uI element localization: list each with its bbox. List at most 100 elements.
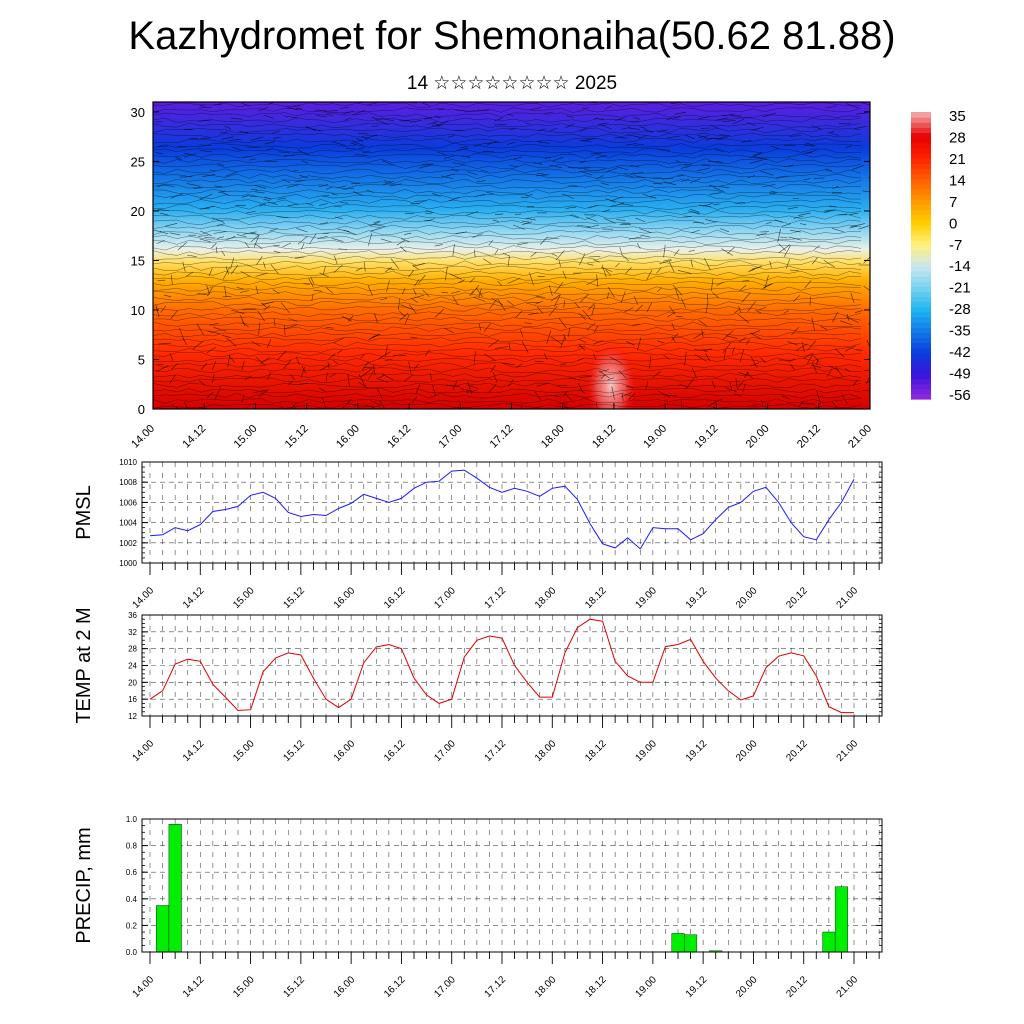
x-tick-label: 18.12 bbox=[583, 738, 609, 764]
wind-barb bbox=[628, 392, 636, 400]
wind-barb bbox=[705, 302, 709, 314]
wind-barb bbox=[170, 275, 173, 285]
colorbar-swatch bbox=[911, 132, 931, 139]
wind-barb bbox=[160, 305, 167, 313]
colorbar-swatch bbox=[911, 296, 931, 303]
wind-barb bbox=[827, 131, 835, 134]
wind-barb bbox=[466, 211, 479, 216]
wind-barb bbox=[197, 293, 209, 296]
wind-barb bbox=[551, 253, 558, 257]
wind-barb bbox=[789, 363, 796, 371]
wind-barb bbox=[257, 106, 269, 112]
wind-barb bbox=[760, 357, 766, 363]
wind-barb bbox=[713, 138, 724, 140]
wind-barb bbox=[286, 106, 298, 111]
wind-barb bbox=[507, 255, 510, 267]
wind-barb bbox=[741, 140, 752, 143]
wind-barb bbox=[318, 184, 329, 188]
wind-barb bbox=[749, 266, 762, 271]
wind-barb bbox=[241, 321, 249, 328]
wind-barb bbox=[516, 363, 523, 369]
wind-barb bbox=[653, 183, 663, 185]
wind-barb bbox=[513, 224, 526, 230]
wind-barb bbox=[206, 285, 211, 295]
colorbar-swatch bbox=[911, 199, 931, 205]
wind-barb bbox=[536, 141, 551, 144]
wind-barb bbox=[735, 202, 745, 204]
wind-barb bbox=[592, 259, 600, 263]
wind-barb bbox=[715, 117, 729, 121]
wind-barb bbox=[447, 135, 455, 138]
wind-barb bbox=[309, 233, 317, 245]
wind-barb bbox=[579, 170, 593, 176]
wind-barb bbox=[795, 343, 808, 351]
wind-barb bbox=[400, 238, 410, 242]
heatmap-x-tick-label: 17.00 bbox=[436, 423, 464, 451]
wind-barb bbox=[261, 301, 274, 305]
wind-barb bbox=[593, 117, 605, 121]
wind-streamline bbox=[153, 199, 862, 205]
wind-barb bbox=[703, 348, 712, 351]
wind-barb bbox=[722, 342, 732, 354]
wind-barb bbox=[567, 327, 571, 337]
wind-barb bbox=[155, 365, 169, 373]
wind-barb bbox=[494, 213, 504, 216]
wind-barb bbox=[854, 310, 863, 313]
wind-barb bbox=[810, 364, 822, 368]
wind-barb bbox=[326, 113, 333, 117]
wind-barb bbox=[837, 213, 848, 216]
wind-barb bbox=[727, 246, 735, 254]
colorbar-label: 14 bbox=[949, 172, 966, 189]
wind-barb bbox=[170, 193, 183, 199]
precip-bar bbox=[671, 933, 685, 953]
wind-barb bbox=[534, 391, 542, 401]
wind-barb bbox=[157, 184, 166, 187]
wind-barb bbox=[635, 217, 646, 223]
wind-barb bbox=[158, 342, 172, 345]
wind-barb bbox=[844, 368, 851, 372]
colorbar-swatch bbox=[911, 163, 931, 169]
wind-barb bbox=[595, 175, 604, 180]
colorbar-swatch bbox=[911, 245, 931, 251]
wind-streamline bbox=[153, 234, 862, 241]
colorbar-swatch bbox=[911, 317, 931, 323]
wind-barb bbox=[580, 293, 589, 303]
heatmap-y-tick-label: 10 bbox=[131, 303, 145, 318]
wind-barb bbox=[694, 349, 708, 352]
wind-barb bbox=[213, 327, 226, 332]
wind-barb bbox=[549, 285, 553, 296]
wind-barb bbox=[458, 279, 465, 284]
wind-barb bbox=[826, 105, 837, 109]
wind-barb bbox=[714, 149, 725, 153]
wind-barb bbox=[399, 312, 409, 321]
colorbar-swatch bbox=[911, 224, 931, 231]
wind-barb bbox=[698, 320, 707, 327]
wind-barb bbox=[803, 352, 813, 359]
wind-streamline bbox=[153, 398, 862, 404]
y-tick-label: 1010 bbox=[119, 458, 137, 467]
wind-barb bbox=[577, 167, 590, 169]
wind-barb bbox=[319, 222, 328, 225]
wind-barb bbox=[704, 257, 711, 270]
wind-barb bbox=[746, 122, 756, 126]
wind-barb bbox=[438, 108, 445, 110]
wind-barb bbox=[311, 294, 314, 301]
wind-barb bbox=[852, 379, 858, 386]
colorbar-swatch bbox=[911, 306, 931, 313]
wind-barb bbox=[326, 372, 328, 382]
wind-barb bbox=[460, 146, 468, 149]
wind-streamline bbox=[153, 153, 862, 159]
wind-barb bbox=[263, 305, 271, 312]
colorbar-swatch bbox=[911, 142, 931, 149]
wind-barb bbox=[445, 266, 448, 281]
wind-barb bbox=[256, 256, 263, 265]
wind-barb bbox=[858, 225, 870, 230]
wind-barb bbox=[200, 137, 211, 139]
wind-barb bbox=[251, 341, 262, 347]
colorbar-swatch bbox=[911, 194, 931, 200]
chart-subtitle: 14 ☆☆☆☆☆☆☆☆ 2025 bbox=[406, 73, 618, 94]
pmsl-panel: 1000 1002 1004 1006 1008 1010 14.00 14.12 15.00 1… bbox=[73, 458, 883, 611]
wind-barb bbox=[163, 294, 172, 298]
wind-barb bbox=[398, 298, 400, 311]
wind-barb bbox=[489, 299, 497, 309]
